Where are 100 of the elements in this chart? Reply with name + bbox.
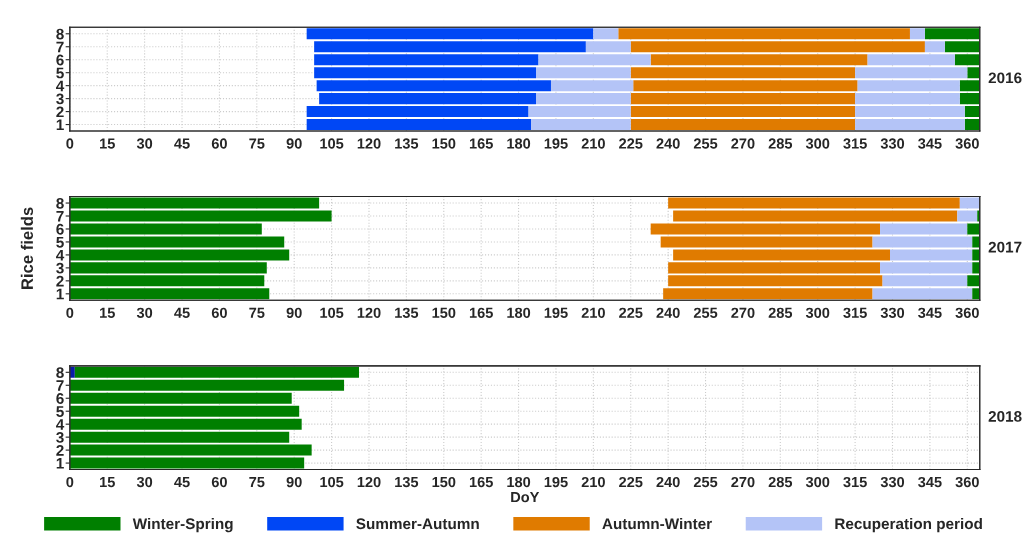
bar	[531, 119, 631, 131]
bar	[536, 67, 631, 79]
bar	[855, 106, 965, 118]
y-tick-label: 3	[56, 262, 64, 274]
x-tick-label: 315	[843, 307, 867, 318]
bar	[69, 379, 345, 391]
bar	[924, 41, 945, 53]
bar	[668, 275, 883, 287]
y-tick-label: 6	[56, 54, 64, 66]
y2-axis-title: 2018	[988, 410, 1022, 422]
bar	[306, 28, 594, 40]
bar	[880, 262, 973, 274]
x-tick-label: 165	[469, 138, 493, 149]
y-tick-label: 8	[56, 197, 64, 209]
x-tick-label: 75	[249, 307, 265, 318]
bar	[314, 67, 537, 79]
x-tick-label: 0	[66, 138, 74, 149]
x-tick-label: 360	[955, 138, 979, 149]
x-tick-label: 345	[918, 138, 942, 149]
bar	[924, 28, 980, 40]
x-tick-label: 45	[174, 477, 190, 488]
x-tick-label: 120	[357, 476, 381, 488]
x-tick-label: 135	[395, 138, 419, 149]
x-tick-label: 315	[843, 138, 867, 149]
x-tick-label: 105	[320, 476, 344, 488]
x-tick-label: 300	[805, 476, 830, 488]
x-tick-label: 0	[66, 307, 74, 318]
x-tick-label: 180	[507, 307, 531, 318]
x-tick-label: 180	[507, 476, 531, 488]
x-tick-label: 135	[395, 476, 419, 488]
bar	[959, 80, 980, 92]
y-tick-label: 2	[56, 444, 64, 456]
bar	[538, 54, 651, 66]
bar	[69, 392, 292, 404]
bar	[663, 288, 873, 300]
y-tick-label: 3	[56, 432, 64, 443]
bar	[972, 236, 980, 248]
x-tick-label: 0	[66, 476, 74, 488]
x-tick-label: 105	[320, 138, 344, 149]
x-tick-label: 150	[432, 307, 456, 318]
y-tick-label: 5	[56, 406, 64, 417]
x-tick-label: 60	[211, 476, 227, 488]
x-tick-label: 345	[918, 307, 942, 318]
y-tick-label: 7	[56, 211, 64, 222]
x-tick-label: 105	[320, 307, 344, 318]
x-tick-label: 90	[286, 138, 302, 149]
x-tick-label: 255	[693, 138, 718, 149]
bar	[69, 249, 290, 261]
x-tick-label: 60	[211, 307, 227, 318]
x-tick-label: 30	[136, 138, 153, 149]
bar	[630, 41, 925, 53]
y-tick-label: 1	[56, 458, 64, 469]
x-tick-label: 15	[100, 307, 115, 318]
bar	[967, 275, 980, 287]
bar	[69, 457, 305, 469]
y2-axis-title: 2017	[988, 241, 1022, 253]
legend-label: Autumn-Winter	[602, 517, 712, 530]
x-tick-label: 90	[286, 307, 302, 318]
bar	[650, 54, 868, 66]
bar	[872, 288, 973, 300]
x-tick-label: 330	[880, 476, 905, 488]
x-tick-label: 15	[100, 138, 115, 149]
bar	[314, 41, 586, 53]
y-tick-label: 1	[56, 288, 64, 300]
x-tick-label: 330	[880, 138, 905, 149]
y-tick-label: 1	[56, 119, 64, 131]
bar	[630, 119, 856, 131]
x-tick-label: 225	[619, 138, 643, 149]
bar	[69, 197, 320, 209]
bar	[909, 28, 925, 40]
legend-label: Recuperation period	[835, 517, 982, 533]
x-tick-label: 75	[249, 477, 265, 488]
x-tick-label: 195	[544, 138, 568, 149]
x-tick-label: 210	[581, 307, 605, 318]
bar	[964, 106, 980, 118]
x-tick-label: 210	[581, 476, 605, 488]
legend-label: Summer-Autumn	[356, 518, 479, 530]
x-tick-label: 255	[693, 307, 718, 318]
bar	[944, 41, 980, 53]
bar	[585, 41, 631, 53]
legend-label: Winter-Spring	[132, 517, 233, 533]
bar	[593, 28, 619, 40]
y-tick-label: 6	[56, 393, 64, 404]
x-tick-label: 120	[357, 138, 381, 149]
bar	[618, 28, 910, 40]
x-tick-label: 360	[955, 476, 979, 488]
bar	[959, 197, 980, 209]
x-tick-label: 330	[880, 307, 905, 318]
bar	[972, 288, 980, 300]
x-tick-label: 15	[100, 477, 115, 488]
x-tick-label: 180	[507, 138, 531, 149]
bar	[660, 236, 873, 248]
x-tick-label: 30	[136, 476, 153, 488]
bar	[967, 67, 980, 79]
bar	[319, 93, 537, 105]
x-tick-label: 45	[174, 307, 190, 318]
bar	[306, 119, 532, 131]
x-tick-label: 345	[918, 476, 942, 488]
bar	[536, 93, 631, 105]
bar	[890, 249, 973, 261]
